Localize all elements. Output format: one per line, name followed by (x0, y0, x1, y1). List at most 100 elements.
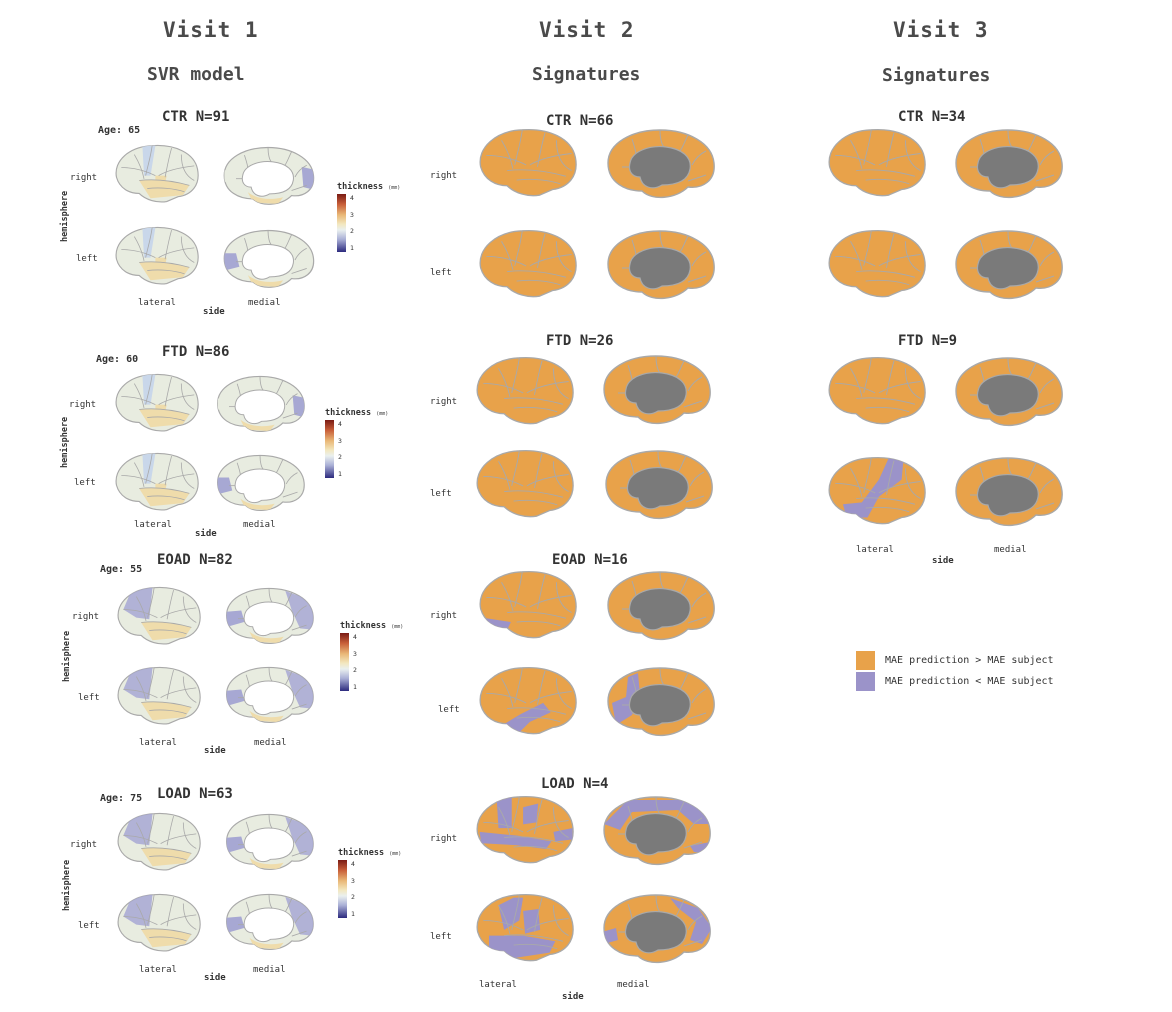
v3-ftd-title: FTD N=9 (898, 333, 958, 349)
svr-eoad-title: EOAD N=82 (157, 552, 233, 568)
svr-load-left-label: left (78, 921, 100, 931)
v3-ctr-left-lateral-brain (828, 229, 926, 298)
v2-load-right-medial-brain (603, 796, 711, 865)
svr-ctr-age: Age: 65 (98, 125, 141, 136)
colorbar-tick: 2 (350, 227, 354, 236)
colorbar-tick: 3 (338, 436, 342, 445)
visit-1-title: Visit 1 (163, 18, 259, 42)
v2-ftd-left-lateral-brain (476, 449, 574, 518)
svr-ftd-colorbar: thickness (mm) 4 3 2 1 (325, 408, 388, 478)
svr-eoad-colorbar: thickness (mm) 4 3 2 1 (340, 621, 403, 691)
visit-1-subtitle: SVR model (147, 64, 245, 85)
v2-eoad-left-medial-brain (607, 667, 715, 736)
v2-load-right-label: right (430, 834, 458, 844)
svr-load-left-lateral-brain (117, 893, 201, 952)
svr-ctr-title: CTR N=91 (162, 109, 230, 125)
colorbar-tick: 3 (353, 649, 357, 658)
colorbar-tick: 1 (351, 909, 355, 918)
legend-label: MAE prediction > MAE subject (885, 655, 1054, 666)
v3-ftd-left-medial-brain (955, 457, 1063, 526)
legend-label: MAE prediction < MAE subject (885, 676, 1054, 687)
v3-ctr-left-medial-brain (955, 230, 1063, 299)
svr-eoad-age: Age: 55 (100, 564, 143, 575)
svr-ctr-medial-label: medial (248, 298, 281, 308)
svr-load-medial-label: medial (253, 965, 286, 975)
svr-eoad-left-lateral-brain (117, 666, 201, 725)
svr-eoad-hemisphere-label: hemisphere (62, 630, 72, 682)
colorbar-tick: 2 (353, 666, 357, 675)
v2-load-left-lateral-brain (476, 893, 574, 962)
svr-ftd-right-medial-brain (217, 375, 305, 432)
v2-eoad-left-lateral-brain (479, 666, 577, 735)
colorbar-tick: 2 (351, 893, 355, 902)
svr-ctr-colorbar: thickness (mm) 4 3 2 1 (337, 182, 400, 252)
colorbar-tick: 4 (353, 633, 357, 641)
svr-load-side-label: side (204, 973, 226, 983)
colorbar-tick: 3 (351, 876, 355, 885)
v3-side-label: side (932, 556, 954, 566)
svr-ftd-side-label: side (195, 529, 217, 539)
legend-item-greater: MAE prediction > MAE subject (856, 651, 1054, 670)
svr-ftd-left-medial-brain (217, 454, 305, 511)
v3-ctr-right-lateral-brain (828, 128, 926, 197)
v2-eoad-right-medial-brain (607, 571, 715, 640)
svr-ctr-right-medial-brain (223, 146, 315, 205)
colorbar-gradient (325, 420, 334, 478)
svr-load-age: Age: 75 (100, 793, 143, 804)
svr-load-left-medial-brain (226, 893, 314, 950)
v2-eoad-left-label: left (438, 705, 460, 715)
svr-ctr-left-lateral-brain (115, 226, 199, 285)
colorbar-unit: (mm) (391, 624, 404, 630)
v2-eoad-title: EOAD N=16 (552, 552, 628, 568)
v2-ctr-right-label: right (430, 171, 458, 181)
v2-ctr-left-medial-brain (607, 230, 715, 299)
v3-ctr-right-medial-brain (955, 129, 1063, 198)
svr-load-right-medial-brain (226, 813, 314, 870)
svr-ftd-right-lateral-brain (115, 373, 199, 432)
svr-ctr-lateral-label: lateral (138, 298, 176, 308)
svr-ctr-hemisphere-label: hemisphere (60, 190, 70, 242)
svr-load-right-lateral-brain (117, 812, 201, 871)
svr-eoad-right-medial-brain (226, 587, 314, 644)
v2-medial-label: medial (617, 980, 650, 990)
v2-lateral-label: lateral (479, 980, 517, 990)
v3-ftd-right-lateral-brain (828, 356, 926, 425)
svr-load-right-label: right (70, 840, 98, 850)
visit-3-subtitle: Signatures (882, 65, 991, 86)
colorbar-tick: 4 (350, 194, 354, 202)
colorbar-tick: 3 (350, 210, 354, 219)
svr-ftd-lateral-label: lateral (134, 520, 172, 530)
colorbar-title: thickness (325, 408, 372, 418)
svr-ftd-right-label: right (69, 400, 97, 410)
v2-ctr-right-lateral-brain (479, 128, 577, 197)
colorbar-title: thickness (340, 621, 387, 631)
svr-ctr-right-label: right (70, 173, 98, 183)
v2-ctr-right-medial-brain (607, 129, 715, 198)
legend-swatch-purple (856, 672, 875, 691)
colorbar-tick: 4 (351, 860, 355, 868)
svr-ctr-left-medial-brain (223, 229, 315, 288)
svr-ftd-medial-label: medial (243, 520, 276, 530)
svr-load-title: LOAD N=63 (157, 786, 233, 802)
v2-ftd-right-medial-brain (603, 355, 711, 424)
colorbar-gradient (337, 194, 346, 252)
colorbar-title: thickness (338, 848, 385, 858)
v2-ftd-left-label: left (430, 489, 452, 499)
svr-eoad-medial-label: medial (254, 738, 287, 748)
colorbar-tick: 2 (338, 453, 342, 462)
svr-ctr-left-label: left (76, 254, 98, 264)
svr-eoad-left-medial-brain (226, 666, 314, 723)
v2-ctr-left-label: left (430, 268, 452, 278)
svr-load-colorbar: thickness (mm) 4 3 2 1 (338, 848, 401, 918)
colorbar-tick: 1 (353, 682, 357, 691)
signature-legend: MAE prediction > MAE subject MAE predict… (856, 651, 1054, 691)
svr-ftd-title: FTD N=86 (162, 344, 230, 360)
colorbar-unit: (mm) (376, 411, 389, 417)
v2-load-right-lateral-brain (476, 795, 574, 864)
v2-side-label: side (562, 992, 584, 1002)
svr-eoad-side-label: side (204, 746, 226, 756)
svr-eoad-left-label: left (78, 693, 100, 703)
visit-2-subtitle: Signatures (532, 64, 641, 85)
colorbar-unit: (mm) (389, 851, 402, 857)
colorbar-unit: (mm) (388, 185, 401, 191)
